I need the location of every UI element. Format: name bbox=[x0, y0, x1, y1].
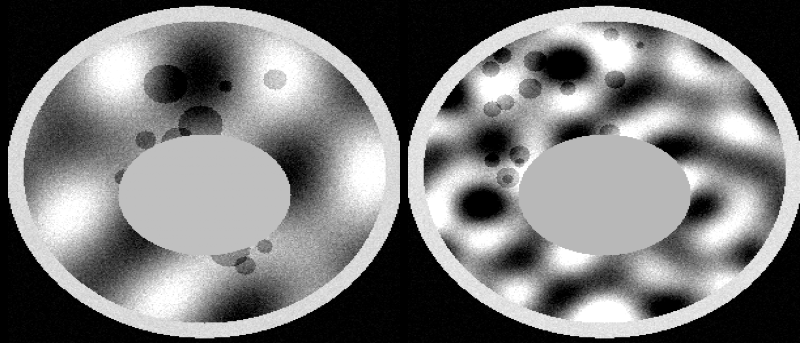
Text: LEFT: normal: LEFT: normal bbox=[144, 314, 256, 329]
Text: RIGHT: polymicrogyria (arrow): RIGHT: polymicrogyria (arrow) bbox=[470, 314, 730, 329]
